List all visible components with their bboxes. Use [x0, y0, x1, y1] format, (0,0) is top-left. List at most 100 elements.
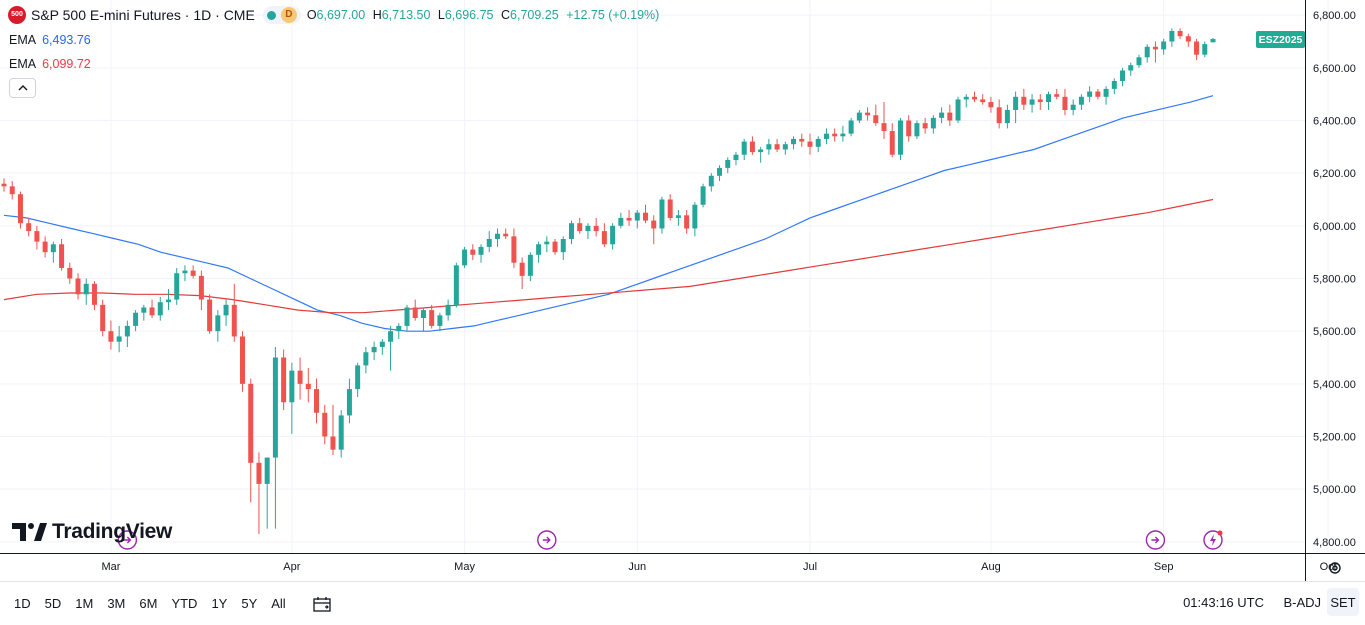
candle — [906, 115, 912, 142]
range-button-1m[interactable]: 1M — [75, 596, 94, 611]
range-button-ytd[interactable]: YTD — [171, 596, 198, 611]
go-to-date-calendar-icon[interactable] — [311, 594, 333, 614]
candle — [947, 104, 953, 126]
candle — [437, 312, 443, 332]
candle — [67, 262, 73, 284]
candle — [338, 410, 344, 458]
ema-fast-legend[interactable]: EMA 6,493.76 — [9, 32, 91, 48]
candle — [856, 109, 862, 124]
candle — [832, 128, 838, 142]
dividend-marker-icon[interactable] — [117, 530, 138, 550]
candle — [708, 173, 714, 192]
candle — [996, 99, 1002, 129]
candle — [1120, 67, 1126, 87]
range-button-3m[interactable]: 3M — [107, 596, 126, 611]
candle — [848, 117, 854, 137]
candle — [799, 133, 805, 147]
candle — [248, 378, 254, 503]
market-status[interactable]: D — [262, 6, 301, 24]
candle — [50, 241, 56, 263]
candle — [988, 96, 994, 113]
candle — [568, 220, 574, 245]
earnings-marker-icon[interactable] — [1203, 530, 1223, 550]
price-chart[interactable]: 6,800.00 6,600.00 6,400.00 6,200.00 6,000.00… — [0, 0, 1365, 581]
tradingview-logo[interactable]: TradingView — [12, 520, 172, 544]
candle — [675, 210, 681, 226]
candle — [1144, 44, 1150, 63]
back-adjust-toggle[interactable]: B-ADJ — [1283, 595, 1321, 610]
market-open-dot-icon — [266, 10, 276, 20]
candle — [1070, 99, 1076, 116]
y-tick-label: 6,800.00 — [1313, 10, 1356, 22]
ema-fast-line — [3, 95, 1214, 332]
clock-time[interactable]: 01:43:16 UTC — [1183, 595, 1264, 610]
ema-slow-legend[interactable]: EMA 6,099.72 — [9, 56, 91, 72]
candle — [1, 178, 7, 192]
candle — [412, 299, 418, 321]
y-tick-label: 5,600.00 — [1313, 326, 1356, 338]
candle — [494, 228, 500, 247]
candle — [165, 289, 171, 311]
range-button-1d[interactable]: 1D — [14, 596, 31, 611]
range-button-6m[interactable]: 6M — [139, 596, 158, 611]
dividend-marker-icon[interactable] — [537, 530, 557, 550]
high-label: H — [372, 8, 382, 22]
candle — [815, 136, 821, 153]
candle — [116, 325, 122, 353]
candle — [17, 191, 23, 229]
candle — [9, 181, 15, 200]
open-value: 6,697.00 — [316, 8, 366, 22]
candle — [26, 217, 32, 237]
range-button-5d[interactable]: 5D — [44, 596, 62, 611]
candle — [717, 165, 723, 182]
candle — [519, 257, 525, 290]
chevron-up-icon — [18, 85, 27, 91]
candle — [231, 283, 237, 342]
candle — [157, 296, 163, 321]
candle — [1185, 33, 1191, 47]
range-button-1y[interactable]: 1Y — [211, 596, 228, 611]
candle — [305, 368, 311, 403]
candle — [511, 228, 517, 268]
candle — [939, 107, 945, 124]
candle — [355, 362, 361, 397]
candle — [363, 346, 369, 374]
candle — [560, 236, 566, 261]
candle — [1103, 86, 1109, 105]
candle — [42, 236, 48, 258]
candle — [1046, 91, 1052, 110]
candle — [643, 204, 649, 224]
open-label: O — [306, 8, 317, 22]
candle — [725, 157, 731, 174]
chart-settings-gear-icon[interactable] — [1325, 558, 1345, 578]
x-tick-label: Jul — [803, 561, 817, 573]
candle — [774, 138, 780, 153]
candle — [346, 378, 352, 424]
session-toggle[interactable]: SET — [1327, 588, 1359, 616]
candle — [1029, 94, 1035, 113]
candle — [791, 136, 797, 150]
candle — [1210, 37, 1216, 43]
symbol-legend: 500 S&P 500 E-mini Futures · 1D · CME D … — [8, 6, 663, 24]
candle — [626, 210, 632, 226]
candle — [396, 323, 402, 340]
candle — [404, 304, 410, 332]
y-tick-label: 5,000.00 — [1313, 484, 1356, 496]
candle — [865, 107, 871, 121]
y-tick-label: 5,800.00 — [1313, 274, 1356, 286]
low-label: L — [437, 8, 445, 22]
candle — [182, 265, 188, 282]
symbol-title[interactable]: S&P 500 E-mini Futures · 1D · CME — [31, 7, 255, 23]
candle — [272, 346, 278, 529]
collapse-legend-button[interactable] — [9, 78, 36, 98]
range-button-5y[interactable]: 5Y — [241, 596, 258, 611]
dividend-marker-icon[interactable] — [1145, 530, 1166, 550]
range-button-all[interactable]: All — [271, 596, 286, 611]
candle — [840, 125, 846, 142]
candle — [766, 138, 772, 155]
candle — [1095, 88, 1101, 100]
candle — [692, 202, 698, 237]
candle — [453, 262, 459, 308]
bottom-toolbar: 1D 5D 1M 3M 6M YTD 1Y 5Y All 01:43:16 UTC B-ADJ … — [0, 581, 1365, 625]
